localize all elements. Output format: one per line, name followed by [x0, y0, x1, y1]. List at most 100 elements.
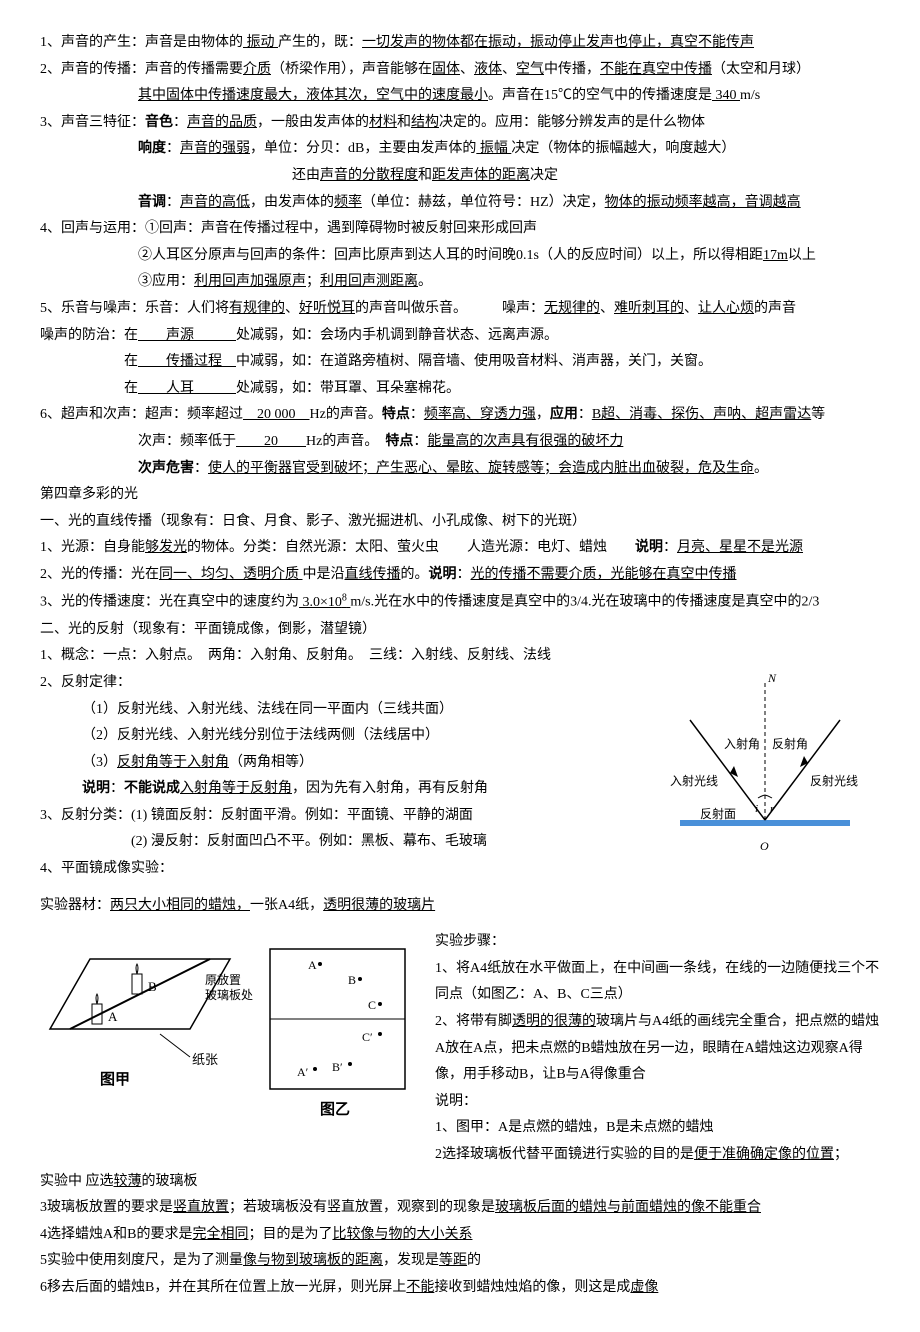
text-u: 频率高、穿透力强	[424, 407, 536, 422]
experiment-svg: A B 原放置 玻璃板处 纸张 图甲 A B C C′ B′ A′ 图乙	[40, 929, 420, 1129]
text-u: 频率	[334, 195, 362, 210]
label-incident-ray: 入射光线	[670, 773, 718, 788]
label-pt: B	[348, 973, 356, 987]
pt	[358, 977, 362, 981]
text: 一张A4纸，	[250, 898, 323, 913]
text-u: 直线传播	[345, 567, 401, 582]
text-b: 说明	[635, 540, 663, 555]
text: 等	[811, 407, 825, 422]
experiment-diagrams: A B 原放置 玻璃板处 纸张 图甲 A B C C′ B′ A′ 图乙	[40, 929, 420, 1129]
text-u: 声音的分散程度	[320, 168, 418, 183]
text: 6移去后面的蜡烛B，并在其所在位置上放一光屏，则光屏上	[40, 1280, 406, 1295]
text: 处减弱，如：带耳罩、耳朵塞棉花。	[236, 381, 460, 396]
label-glass: 玻璃板处	[205, 988, 253, 1002]
foot-line: 4选择蜡烛A和B的要求是完全相同；目的是为了比较像与物的大小关系	[40, 1222, 880, 1249]
text-u: 材料	[369, 115, 397, 130]
sound-section: 1、声音的产生：声音是由物体的 振动 产生的，既：一切发声的物体都在振动，振动停…	[40, 30, 880, 482]
text-u: 无规律的	[544, 301, 600, 316]
line: 还由声音的分散程度和距发声体的距离决定	[40, 163, 880, 190]
text-b: 特点	[385, 434, 413, 449]
text: （桥梁作用），声音能够在	[271, 62, 432, 77]
line: 4、回声与运用：①回声：声音在传播过程中，遇到障碍物时被反射回来形成回声	[40, 216, 880, 243]
text: 次声：频率低于	[138, 434, 236, 449]
line: 在 传播过程 中减弱，如：在道路旁植树、隔音墙、使用吸音材料、消声器，关门，关窗…	[40, 349, 880, 376]
reflect-ray	[765, 720, 840, 820]
text: （太空和月球）	[712, 62, 810, 77]
line: 说明：不能说成入射角等于反射角，因为先有入射角，再有反射角	[40, 776, 650, 803]
line: 3、光的传播速度：光在真空中的速度约为 3.0×108 m/s.光在水中的传播速…	[40, 588, 880, 616]
text: 、	[285, 301, 299, 316]
text: ，	[536, 407, 550, 422]
text: 、	[600, 301, 614, 316]
text: 的玻璃板	[142, 1174, 198, 1189]
text: ②人耳区分原声与回声的条件：回声比原声到达人耳的时间晚0.1s（人的反应时间）以…	[138, 248, 763, 263]
text: ，发现是	[383, 1253, 439, 1268]
text: ；	[306, 274, 320, 289]
label-tuyi: 图乙	[320, 1101, 350, 1118]
flame-a-icon	[96, 994, 98, 1004]
text-u: 便于准确确定像的位置	[694, 1147, 834, 1162]
text: 中减弱，如：在道路旁植树、隔音墙、使用吸音材料、消声器，关门，关窗。	[236, 354, 712, 369]
label-reflect-ray: 反射光线	[810, 773, 858, 788]
text-u: 竖直放置	[173, 1200, 229, 1215]
foot-line: 5实验中使用刻度尺，是为了测量像与物到玻璃板的距离，发现是等距的	[40, 1248, 880, 1275]
text: 以上	[788, 248, 816, 263]
pt	[348, 1062, 352, 1066]
text-b: 说明	[429, 567, 457, 582]
text: 4选择蜡烛A和B的要求是	[40, 1227, 192, 1242]
reflection-svg: N i r 入射角 反射角 入射光线 反射光线 反射面 O	[660, 670, 870, 860]
text-u: 虚像	[630, 1280, 658, 1295]
angle-r-arc	[765, 795, 772, 798]
text-u: 340	[712, 88, 740, 103]
text-u: 固体	[432, 62, 460, 77]
line: 二、光的反射（现象有：平面镜成像，倒影，潜望镜）	[40, 617, 880, 644]
materials-line: 实验器材：两只大小相同的蜡烛，一张A4纸，透明很薄的玻璃片	[40, 893, 880, 920]
text: 。声音在15℃的空气中的传播速度是	[488, 88, 712, 103]
text: 实验器材：	[40, 898, 110, 913]
experiment-row: A B 原放置 玻璃板处 纸张 图甲 A B C C′ B′ A′ 图乙	[40, 929, 880, 1168]
line: 噪声的防治：在 声源 处减弱，如：会场内手机调到静音状态、远离声源。	[40, 323, 880, 350]
text: ，单位：分贝：dB，主要由发声体的	[250, 141, 476, 156]
line: 在 人耳 处减弱，如：带耳罩、耳朵塞棉花。	[40, 376, 880, 403]
text: 接收到蜡烛烛焰的像，则这是成	[434, 1280, 630, 1295]
foot-line: 6移去后面的蜡烛B，并在其所在位置上放一光屏，则光屏上不能接收到蜡烛烛焰的像，则…	[40, 1275, 880, 1302]
text-u: 像与物到玻璃板的距离	[243, 1253, 383, 1268]
text: Hz的声音。	[310, 407, 382, 422]
text-u: 物体的振动频率越高，音调越高	[605, 195, 801, 210]
text: m/s	[740, 88, 760, 103]
text: 和	[418, 168, 432, 183]
text-u: 3.0×108	[299, 595, 350, 610]
text-b: 响度	[138, 141, 166, 156]
text: 。	[754, 461, 768, 476]
text-u: 两只大小相同的蜡烛，	[110, 898, 250, 913]
line: (2) 漫反射：反射面凹凸不平。例如：黑板、幕布、毛玻璃	[40, 829, 650, 856]
line: 3、反射分类：(1) 镜面反射：反射面平滑。例如：平面镜、平静的湖面	[40, 803, 650, 830]
text: 的	[467, 1253, 481, 1268]
text: 决定的。应用：能够分辨发声的是什么物体	[439, 115, 705, 130]
line: 2、声音的传播：声音的传播需要介质（桥梁作用），声音能够在固体、液体、空气中传播…	[40, 57, 880, 84]
text: ：	[166, 141, 180, 156]
text-u: 液体	[474, 62, 502, 77]
text: （两角相等）	[229, 755, 313, 770]
light-section: 第四章多彩的光 一、光的直线传播（现象有：日食、月食、影子、激光掘进机、小孔成像…	[40, 482, 880, 883]
text: ：	[578, 407, 592, 422]
text-u: 玻璃板后面的蜡烛与前面蜡烛的像不能重合	[495, 1200, 761, 1215]
label-pt: C′	[362, 1030, 373, 1044]
step1: 1、将A4纸放在水平做面上，在中间画一条线，在线的一边随便找三个不同点（如图乙：…	[435, 956, 880, 1009]
line: 2、反射定律：	[40, 670, 650, 697]
text-u: 反射角等于入射角	[117, 755, 229, 770]
text-u: 利用回声测距离	[320, 274, 418, 289]
label-surface: 反射面	[700, 806, 736, 821]
text: ：	[173, 115, 187, 130]
text: 3、光的传播速度：光在真空中的速度约为	[40, 595, 299, 610]
text: ：	[194, 461, 208, 476]
foot-line: 实验中 应选较薄的玻璃板	[40, 1169, 880, 1196]
line: 1、概念：一点：入射点。 两角：入射角、反射角。 三线：入射线、反射线、法线	[40, 643, 880, 670]
line: 音调：声音的高低，由发声体的频率（单位：赫兹，单位符号：HZ）决定，物体的振动频…	[40, 190, 880, 217]
line: 其中固体中传播速度最大，液体其次，空气中的速度最小。声音在15℃的空气中的传播速…	[40, 83, 880, 110]
line: ②人耳区分原声与回声的条件：回声比原声到达人耳的时间晚0.1s（人的反应时间）以…	[40, 243, 880, 270]
text: 。	[418, 274, 432, 289]
reflection-text: 2、反射定律： （1）反射光线、入射光线、法线在同一平面内（三线共面） （2）反…	[40, 670, 650, 883]
text-u: 声音的强弱	[180, 141, 250, 156]
text-u: 同一、均匀、透明介质	[159, 567, 303, 582]
